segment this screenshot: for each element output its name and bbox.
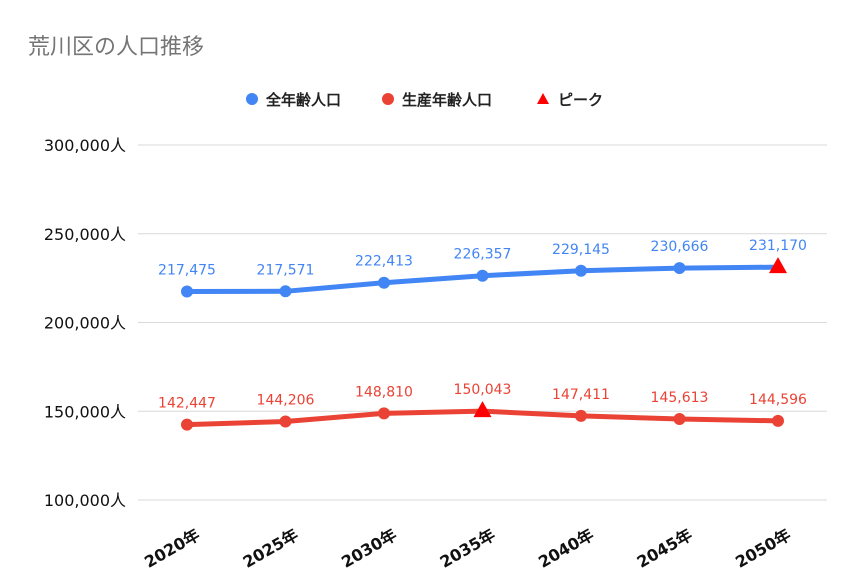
data-point [378,276,390,289]
data-point [279,285,292,298]
data-point [181,285,193,298]
data-point [575,409,587,422]
data-label: 148,810 [355,384,413,400]
y-tick-label: 200,000人 [44,314,126,333]
data-label: 229,145 [552,242,610,258]
data-label: 222,413 [355,254,413,270]
data-labels: 217,475 217,571 222,413 226,357 229,145 230,6… [158,238,807,411]
data-label: 145,613 [651,390,709,406]
legend-peak-triangle-icon [537,93,549,104]
x-tick-label: 2035年 [437,525,499,572]
peak-triangle-icon [769,257,787,274]
data-point [378,407,390,420]
data-label: 226,357 [454,247,512,263]
y-axis: 100,000人 150,000人 200,000人 250,000人 300,000人 [44,136,126,510]
data-point [673,262,686,275]
legend-marker-all-ages [246,93,258,105]
data-point [279,415,292,428]
data-label: 230,666 [651,239,709,255]
x-axis: 2020年 2025年 2030年 2035年 2040年 2045年 2050年 [141,525,794,572]
legend-marker-working-age [382,93,394,105]
legend-label-peak: ピーク [558,91,603,109]
data-label: 144,206 [257,393,315,409]
y-tick-label: 100,000人 [44,491,126,510]
x-tick-label: 2040年 [535,525,597,572]
data-point [772,414,784,427]
data-point [476,269,489,282]
x-tick-label: 2030年 [338,525,400,572]
data-label: 231,170 [749,238,807,254]
y-tick-label: 250,000人 [44,225,126,244]
series-layer [181,257,787,431]
data-point [181,418,193,431]
data-label: 144,596 [749,392,807,408]
x-tick-label: 2020年 [141,525,203,572]
y-tick-label: 150,000人 [44,402,126,421]
data-label: 150,043 [454,382,512,398]
x-tick-label: 2025年 [240,525,302,572]
legend-label-working-age: 生産年齢人口 [402,91,492,109]
data-label: 142,447 [158,396,216,412]
data-point [575,264,587,277]
chart-title: 荒川区の人口推移 [28,35,204,60]
gridlines [138,144,827,501]
data-label: 217,475 [158,262,216,278]
x-tick-label: 2045年 [634,525,696,572]
data-label: 147,411 [552,387,610,403]
peak-triangle-icon [473,401,492,418]
legend-label-all-ages: 全年齢人口 [265,91,341,109]
data-label: 217,571 [257,262,315,278]
data-point [673,413,686,426]
y-tick-label: 300,000人 [44,136,126,155]
x-tick-label: 2050年 [732,525,794,572]
legend: 全年齢人口 生産年齢人口 ピーク [246,91,603,109]
